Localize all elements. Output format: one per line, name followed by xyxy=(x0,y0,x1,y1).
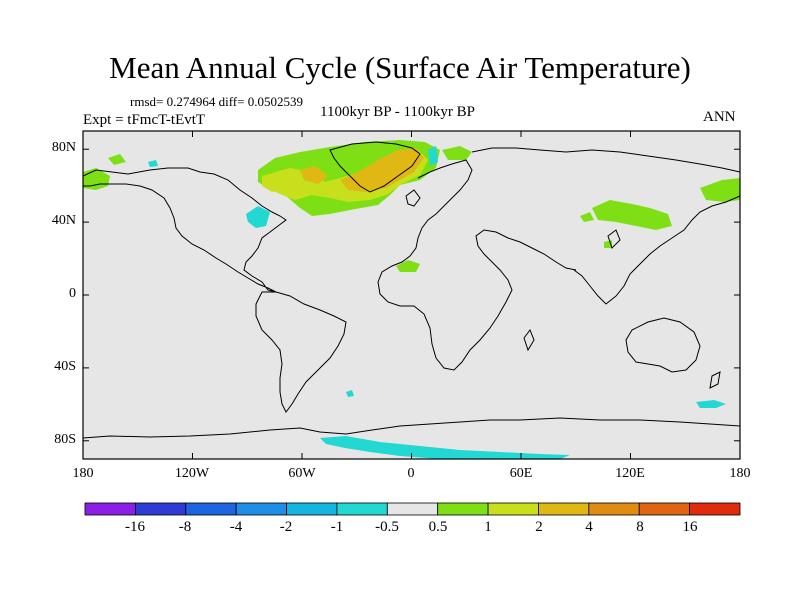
colorbar-label: -2 xyxy=(279,519,293,535)
lat-label-0: 0 xyxy=(69,286,76,301)
coast-new-zealand xyxy=(709,371,721,389)
map-background xyxy=(83,131,740,459)
anomaly-south-atlantic xyxy=(346,390,354,397)
coast-uk xyxy=(405,189,421,207)
axis-ticks xyxy=(82,131,741,459)
period-label: 1100kyr BP - 1100kyr BP xyxy=(320,104,476,120)
colorbar-label: -4 xyxy=(229,519,243,535)
coast-north-america xyxy=(82,167,287,293)
coast-asia xyxy=(471,147,741,305)
anomaly-great-lakes xyxy=(246,206,270,228)
coast-madagascar xyxy=(523,328,535,352)
anomaly-antarctica xyxy=(320,436,570,459)
coast-south-america xyxy=(255,291,347,413)
colorbar-swatch xyxy=(386,502,439,516)
anomaly-siberia xyxy=(592,200,672,230)
anomaly-barents xyxy=(442,146,472,160)
anomaly-sahara xyxy=(396,260,420,272)
lon-label-120e: 120E xyxy=(615,466,645,481)
coastlines xyxy=(82,141,741,439)
colorbar-swatch xyxy=(134,502,187,516)
lon-label-60w: 60W xyxy=(288,466,316,481)
lon-label-0: 0 xyxy=(407,466,415,481)
coast-japan xyxy=(607,229,621,249)
lat-label-80n: 80N xyxy=(51,140,76,155)
colorbar-swatch xyxy=(588,502,640,516)
colorbar-label: -0.5 xyxy=(375,519,399,535)
colorbar-label: 4 xyxy=(585,519,593,535)
anomaly-nw-atlantic-high xyxy=(300,166,328,184)
map-title: Mean Annual Cycle (Surface Air Temperatu… xyxy=(109,50,691,85)
lon-label-180w: 180 xyxy=(72,466,94,481)
colorbar-label: 1 xyxy=(484,519,492,535)
colorbar-swatch xyxy=(487,502,539,516)
anomaly-ross-sea xyxy=(696,400,726,408)
anomaly-tibet xyxy=(580,212,594,222)
colorbar-swatch xyxy=(689,502,741,516)
rmsd-diff-stats: rmsd= 0.274964 diff= 0.0502539 xyxy=(130,94,303,109)
colorbar-swatch xyxy=(538,502,590,516)
coast-antarctica xyxy=(82,417,741,439)
lon-label-180e: 180 xyxy=(729,466,751,481)
colorbar-swatch xyxy=(286,502,338,516)
colorbar-swatch xyxy=(638,502,691,516)
lat-label-40n: 40N xyxy=(51,213,76,228)
anomaly-greenland-neg xyxy=(428,146,438,166)
season-label: ANN xyxy=(703,109,736,125)
colorbar xyxy=(84,502,741,516)
colorbar-label: 2 xyxy=(535,519,543,535)
coast-greenland xyxy=(329,141,421,193)
lon-label-120w: 120W xyxy=(174,466,210,481)
colorbar-swatch xyxy=(235,502,287,516)
colorbar-swatch xyxy=(84,502,136,516)
anomaly-arctic-small xyxy=(108,154,126,165)
colorbar-swatch xyxy=(185,502,237,516)
anomaly-far-east xyxy=(700,178,740,202)
anomaly-labrador xyxy=(262,172,284,192)
coast-australia xyxy=(625,317,701,373)
colorbar-swatch xyxy=(336,502,388,516)
colorbar-label: -8 xyxy=(178,519,192,535)
colorbar-swatch xyxy=(437,502,489,516)
experiment-label: Expt = tFmcT-tEvtT xyxy=(83,112,206,128)
coast-europe-africa xyxy=(377,159,577,371)
anomaly-shading xyxy=(83,140,740,459)
anomaly-north-atlantic-high xyxy=(340,148,424,192)
anomaly-pacific-spot xyxy=(148,160,158,167)
lat-label-80s: 80S xyxy=(54,432,76,447)
colorbar-label: 8 xyxy=(636,519,644,535)
colorbar-label: -1 xyxy=(330,519,344,535)
lat-label-40s: 40S xyxy=(54,359,76,374)
lon-label-60e: 60E xyxy=(509,466,533,481)
colorbar-label: -16 xyxy=(125,519,145,535)
colorbar-label: 0.5 xyxy=(428,519,448,535)
colorbar-label: 16 xyxy=(682,519,698,535)
